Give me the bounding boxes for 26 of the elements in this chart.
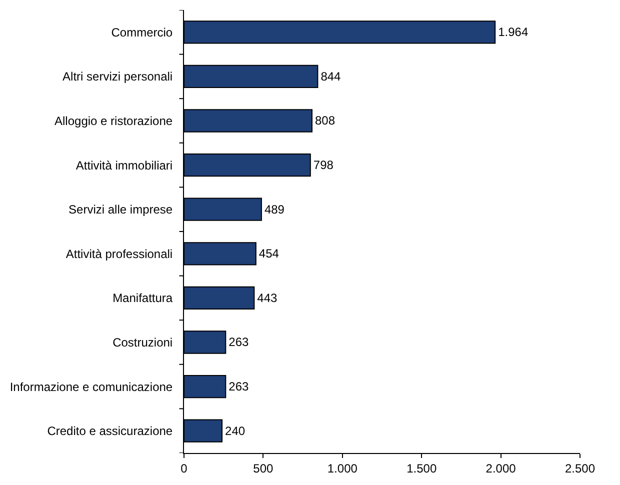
y-tick-label: Manifattura [112,291,173,306]
y-tick-label: Altri servizi personali [62,70,173,84]
data-label: 240 [225,424,246,438]
y-tick-label: Costruzioni [112,335,173,350]
y-tick-label: Credito e assicurazione [47,424,173,438]
y-tick-label: Informazione e comunicazione [10,380,173,394]
x-tick-label: 0 [180,461,188,476]
x-tick-label: 1.500 [406,461,437,476]
y-tick-label: Alloggio e ristorazione [54,114,173,128]
data-label: 263 [228,335,250,350]
data-label: 1.964 [498,25,528,40]
data-label: 808 [314,114,336,128]
data-label: 454 [258,246,280,261]
data-label: 798 [313,158,334,172]
y-tick-label: Servizi alle imprese [68,202,173,217]
data-label: 844 [320,69,342,84]
data-label: 443 [257,290,278,305]
x-tick-label: 2.000 [486,461,516,476]
x-tick-label: 1.000 [327,461,358,476]
y-tick-label: Commercio [111,25,173,40]
x-tick-label: 2.500 [564,461,596,476]
y-tick-label: Attività professionali [66,246,173,261]
data-label: 263 [228,380,250,394]
y-tick-label: Attività immobiliari [76,158,173,172]
x-tick-label: 500 [253,461,274,476]
data-label: 489 [264,202,285,216]
